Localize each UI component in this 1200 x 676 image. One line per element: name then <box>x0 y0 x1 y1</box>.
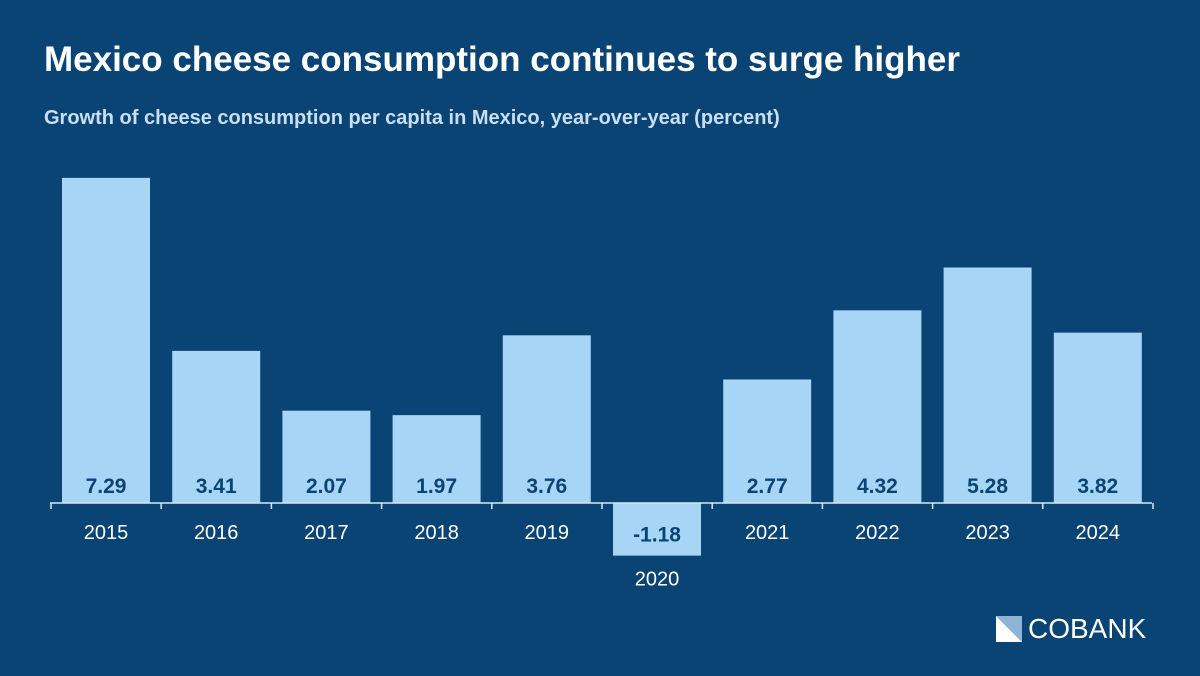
bar <box>502 335 591 503</box>
x-tick-label: 2015 <box>84 522 129 544</box>
x-tick-label: 2020 <box>635 569 680 591</box>
bar <box>723 379 812 503</box>
data-label: 1.97 <box>416 475 457 498</box>
data-label: 2.77 <box>747 475 788 498</box>
data-label: 2.07 <box>306 475 347 498</box>
data-label: 3.82 <box>1077 475 1118 498</box>
x-tick-label: 2016 <box>194 522 239 544</box>
bar <box>392 415 481 503</box>
data-label: 3.41 <box>196 475 237 498</box>
data-label: 7.29 <box>86 475 127 498</box>
data-label: -1.18 <box>633 524 681 547</box>
bar <box>1053 332 1142 503</box>
x-tick-label: 2024 <box>1076 522 1121 544</box>
x-tick-label: 2019 <box>525 522 570 544</box>
x-tick-label: 2021 <box>745 522 790 544</box>
x-tick-label: 2017 <box>304 522 349 544</box>
data-label: 5.28 <box>967 475 1008 498</box>
x-tick-label: 2018 <box>414 522 459 544</box>
data-label: 4.32 <box>857 475 898 498</box>
chart-title: Mexico cheese consumption continues to s… <box>44 40 960 79</box>
chart-subtitle: Growth of cheese consumption per capita … <box>44 107 780 129</box>
logo-text: COBANK <box>1028 613 1147 644</box>
bar <box>833 310 922 503</box>
bar <box>172 350 261 503</box>
bar <box>282 410 371 503</box>
bar <box>613 503 701 556</box>
bar <box>62 177 150 503</box>
x-tick-label: 2023 <box>965 522 1010 544</box>
data-label: 3.76 <box>526 475 567 498</box>
x-tick-label: 2022 <box>855 522 900 544</box>
bar <box>943 267 1032 503</box>
cobank-logo: COBANK <box>996 613 1146 645</box>
cobank-logo-mark-icon <box>996 616 1022 642</box>
